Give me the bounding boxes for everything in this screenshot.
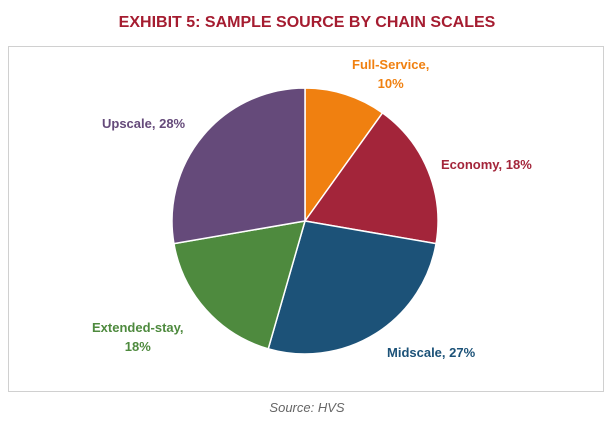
slice-label-full-service-line2: 10% xyxy=(377,76,404,91)
slice-economy xyxy=(303,111,439,245)
chart-frame xyxy=(8,46,604,392)
chart-title: EXHIBIT 5: SAMPLE SOURCE BY CHAIN SCALES xyxy=(118,14,496,31)
slice-label-extended-stay: Extended-stay, 18% xyxy=(92,318,184,356)
slice-label-extended-stay-line1: Extended-stay, xyxy=(92,320,184,335)
slice-midscale xyxy=(267,220,437,355)
slice-label-midscale: Midscale, 27% xyxy=(387,345,476,360)
slice-label-full-service-line1: Full-Service, xyxy=(352,57,430,72)
slice-label-full-service: Full-Service, 10% xyxy=(352,55,429,93)
slice-label-economy: Economy, 18% xyxy=(441,157,532,172)
slice-upscale xyxy=(171,87,306,245)
slice-label-upscale: Upscale, 28% xyxy=(102,116,186,131)
slice-extended-stay xyxy=(173,220,307,350)
source-note: Source: HVS xyxy=(269,400,345,415)
slice-full-service xyxy=(304,87,384,224)
slice-label-extended-stay-line2: 18% xyxy=(124,339,151,354)
